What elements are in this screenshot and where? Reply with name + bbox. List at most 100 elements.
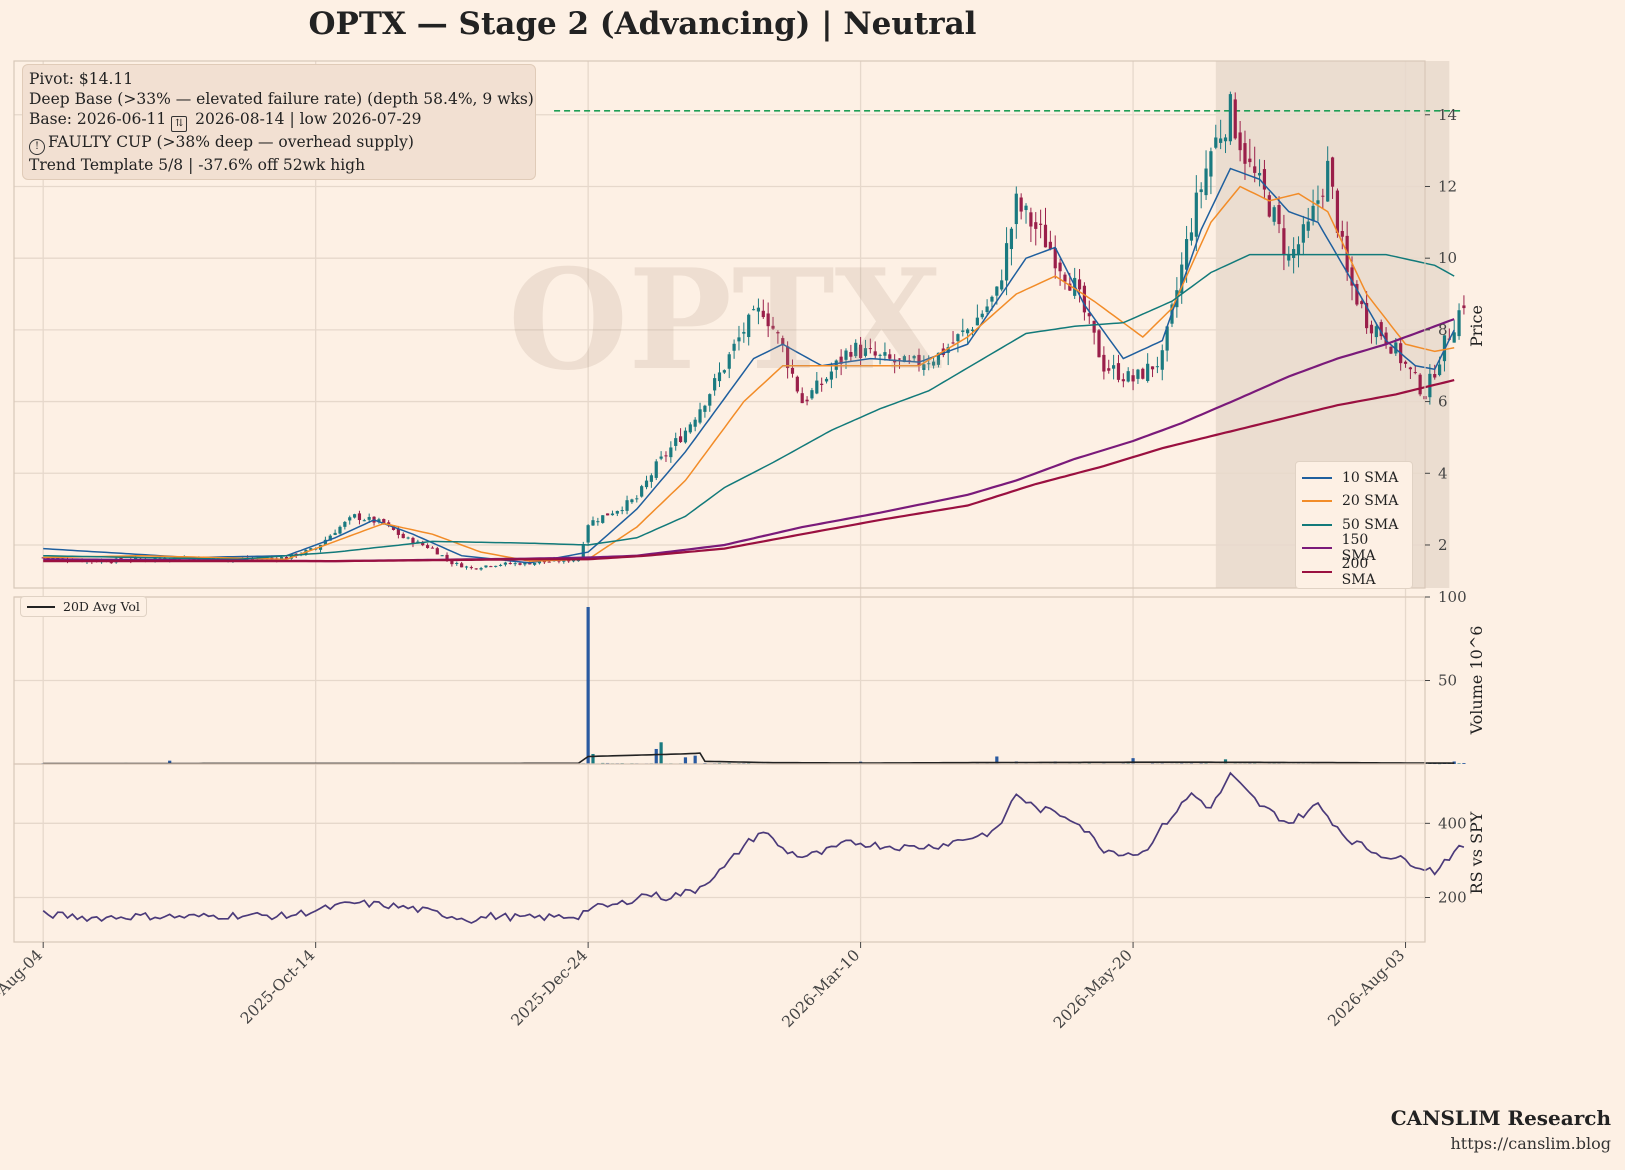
x-tick-label: 2026-Mar-10 [778, 946, 863, 1031]
candle-body [367, 517, 371, 520]
candle-body [513, 563, 517, 565]
candle-body [489, 566, 493, 568]
candle-body [888, 354, 892, 359]
candle-body [688, 424, 692, 433]
candle-body [649, 475, 653, 482]
legend-swatch [1302, 570, 1332, 573]
legend-item-50-sma: 50 SMA [1302, 513, 1406, 537]
legend-item-200-sma: 200 SMA [1302, 556, 1406, 588]
candle-body [727, 354, 731, 369]
candle-body [790, 367, 795, 374]
candle-body [975, 317, 979, 326]
candle-body [333, 532, 337, 535]
candle-body [1209, 151, 1213, 177]
candle-body [805, 399, 809, 402]
avg-vol-label: 20D Avg Vol [63, 599, 140, 614]
candle-body [1306, 221, 1310, 231]
warning-icon: ! [29, 139, 45, 155]
candle-body [1082, 285, 1087, 313]
candle-body [1296, 244, 1301, 255]
candle-body [873, 351, 877, 356]
candle-body [440, 555, 444, 557]
candle-body [1150, 366, 1155, 370]
candle-body [518, 563, 522, 565]
candle-body [795, 376, 799, 392]
candle-body [1160, 350, 1164, 370]
candle-body [1369, 324, 1374, 334]
legend-swatch [1302, 476, 1332, 479]
candle-body [1248, 158, 1252, 163]
candle-body [533, 562, 537, 565]
candle-body [1326, 160, 1330, 202]
price-y-tick-label: 14 [1438, 106, 1457, 124]
candle-body [659, 456, 663, 459]
candle-body [1301, 224, 1305, 243]
legend-label: 20 SMA [1342, 493, 1399, 510]
candle-body [571, 560, 576, 562]
candle-body [1262, 169, 1267, 190]
price-y-tick-label: 2 [1438, 536, 1448, 554]
candle-body [854, 342, 858, 357]
candle-body [654, 461, 658, 478]
x-tick-label: 2025-Dec-24 [508, 946, 591, 1029]
candle-body [1228, 94, 1232, 142]
candle-body [951, 342, 955, 344]
candle-body [956, 334, 960, 342]
candle-body [1141, 368, 1145, 379]
candle-body [1394, 342, 1398, 354]
candle-body [1155, 366, 1159, 368]
price-y-tick-label: 10 [1438, 249, 1457, 267]
candle-body [401, 533, 405, 539]
candle-body [430, 547, 435, 549]
candle-body [771, 325, 775, 329]
candle-body [927, 363, 931, 365]
candle-body [800, 393, 804, 404]
candle-body [1340, 231, 1344, 237]
candle-body [1199, 189, 1203, 193]
candle-body [1194, 192, 1198, 237]
volume-bar [168, 760, 172, 764]
candle-body [1311, 205, 1315, 221]
candle-body [1121, 379, 1125, 382]
sma-line-200-sma [43, 379, 1455, 563]
candle-body [1243, 143, 1247, 164]
candle-body [387, 522, 391, 526]
candle-body [1413, 372, 1417, 374]
candle-body [1272, 207, 1276, 222]
candle-body [610, 513, 615, 516]
candle-body [1024, 205, 1028, 211]
candle-body [1126, 371, 1130, 382]
sma-lines-layer [43, 167, 1455, 564]
candle-body [479, 568, 483, 570]
candle-body [751, 309, 756, 311]
candle-body [421, 542, 425, 546]
candle-body [756, 307, 761, 312]
candle-body [1350, 267, 1354, 286]
candle-body [878, 354, 882, 356]
candle-body [742, 331, 746, 334]
volume-bar [586, 607, 590, 764]
watermark: OPTX [508, 238, 942, 401]
rs-line [42, 771, 1465, 924]
legend-item-20-sma: 20 SMA [1302, 490, 1406, 514]
candle-body [523, 562, 527, 565]
candle-body [357, 513, 362, 521]
candle-body [615, 510, 619, 514]
candle-body [936, 352, 941, 365]
candle-body [406, 537, 410, 539]
candle-body [630, 499, 634, 503]
candle-body [1014, 193, 1018, 225]
candle-body [883, 352, 887, 356]
volume-y-tick-label: 100 [1438, 588, 1467, 606]
x-tick-label: 2025-Aug-04 [0, 946, 46, 1030]
candle-body [620, 510, 624, 512]
candle-body [961, 330, 965, 332]
price-axis-label: Price [1467, 305, 1486, 347]
candle-body [1253, 166, 1257, 173]
candle-body [1374, 326, 1378, 338]
candle-body [713, 378, 717, 391]
candle-body [1457, 310, 1461, 337]
candle-body [849, 351, 853, 357]
volume-layer [41, 607, 1466, 765]
candle-body [747, 314, 751, 338]
